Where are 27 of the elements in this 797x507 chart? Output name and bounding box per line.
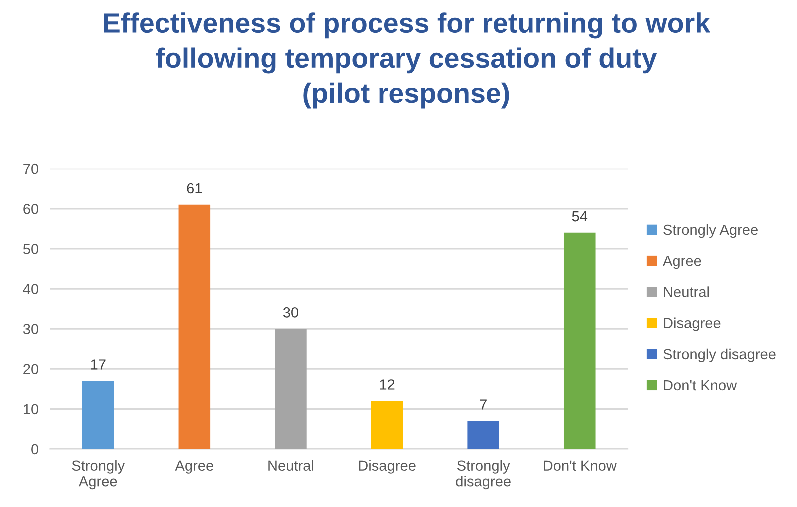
chart-title: Effectiveness of process for returning to work following temporary cessation of duty (pilot response): [104, 12, 711, 109]
data-label: 12: [380, 380, 395, 390]
y-tick-label: 20: [24, 364, 39, 375]
x-tick-label: Disagree: [359, 460, 416, 474]
data-label: 54: [572, 212, 588, 222]
legend-label: Agree: [663, 256, 702, 270]
data-label: 61: [187, 183, 202, 194]
y-tick-label: 50: [23, 244, 39, 254]
legend-label: Don't Know: [664, 380, 738, 391]
data-label: 17: [91, 360, 106, 370]
legend-label: Neutral: [664, 286, 710, 298]
legend-label: Strongly disagree: [664, 348, 776, 362]
y-tick-label: 30: [23, 324, 39, 334]
x-tick-label: Neutral: [268, 460, 314, 472]
x-tick-label: Strongly Agree: [72, 460, 126, 490]
x-tick-label: Strongly disagree: [456, 460, 511, 490]
y-tick-label: 60: [24, 204, 39, 214]
x-tick-label: Don't Know: [544, 460, 617, 472]
y-tick-label: 70: [24, 164, 39, 174]
data-label: 7: [480, 400, 487, 410]
y-tick-label: 10: [24, 404, 39, 415]
data-label: 30: [283, 308, 299, 318]
y-tick-label: 40: [23, 284, 39, 294]
y-tick-label: 0: [32, 444, 39, 455]
legend-label: Disagree: [664, 318, 721, 332]
legend-label: Strongly Agree: [664, 224, 758, 238]
x-tick-label: Agree: [175, 460, 214, 474]
